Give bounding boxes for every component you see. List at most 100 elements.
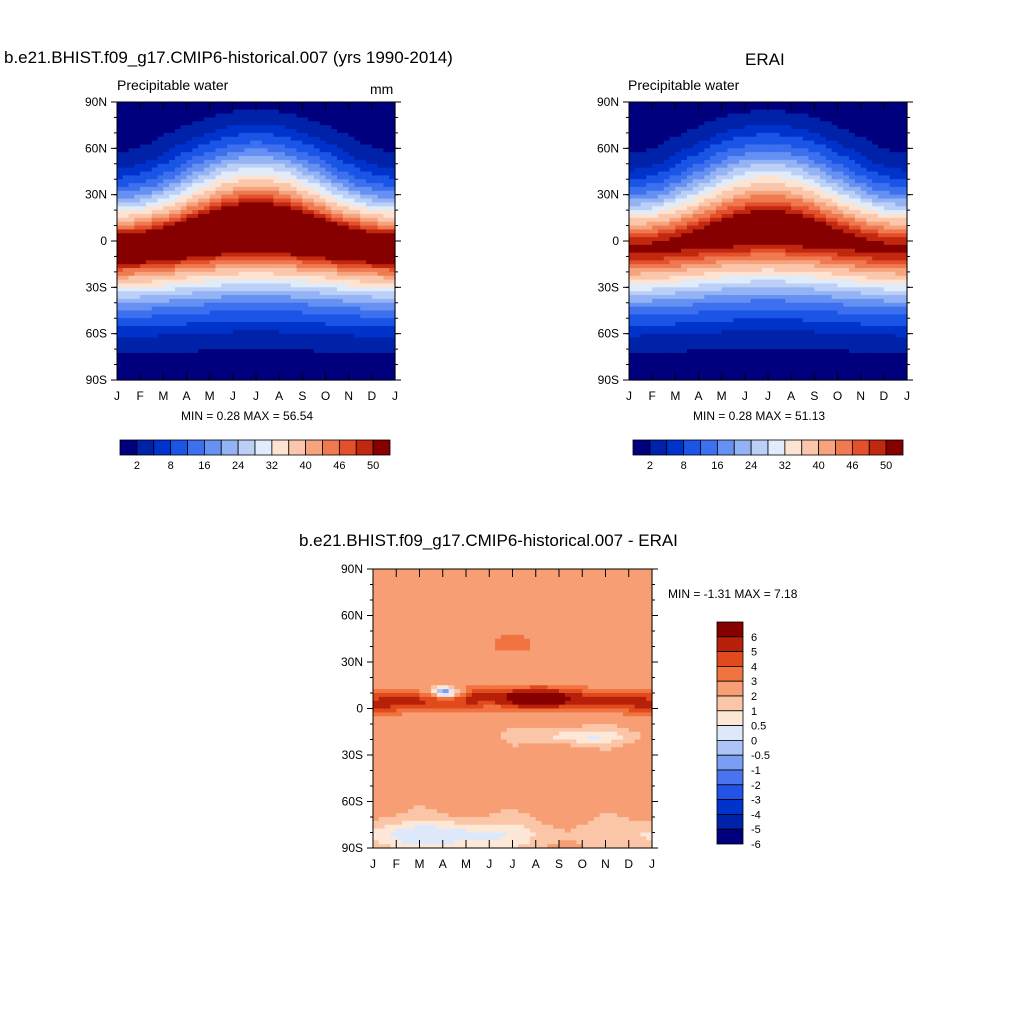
field-cell (366, 325, 373, 331)
field-cell (354, 352, 361, 358)
field-cell (290, 206, 298, 211)
field-cell (337, 148, 344, 153)
field-cell (337, 179, 344, 184)
field-cell (371, 202, 379, 207)
field-cell (180, 132, 188, 138)
field-cell (354, 202, 361, 207)
field-cell (186, 140, 193, 146)
field-cell (360, 194, 367, 200)
field-cell (681, 183, 688, 188)
field-cell (273, 179, 280, 184)
field-cell (163, 306, 170, 312)
field-cell (389, 360, 396, 366)
field-cell (308, 268, 315, 273)
field-cell (640, 102, 647, 107)
field-cell (739, 129, 746, 134)
field-cell (215, 129, 222, 134)
field-cell (279, 352, 286, 358)
field-cell (657, 356, 665, 362)
field-cell (652, 302, 659, 308)
field-cell (180, 329, 188, 335)
field-cell (354, 349, 361, 354)
field-cell (221, 233, 228, 238)
field-cell (174, 298, 182, 304)
field-cell (663, 179, 671, 184)
field-cell (710, 102, 717, 107)
field-cell (145, 291, 153, 296)
field-cell (261, 244, 269, 250)
field-cell (203, 210, 211, 215)
field-cell (169, 341, 176, 346)
field-cell (371, 248, 379, 254)
field-cell (733, 225, 740, 231)
field-cell (128, 329, 135, 335)
field-cell (721, 329, 729, 335)
field-cell (640, 210, 647, 215)
y-tick-label: 90N (85, 95, 107, 109)
field-cell (308, 345, 315, 350)
field-cell (657, 264, 665, 269)
field-cell (163, 310, 170, 315)
field-cell (232, 329, 240, 335)
field-cell (371, 163, 379, 169)
field-cell (192, 279, 199, 285)
field-cell (134, 376, 141, 381)
field-cell (151, 318, 159, 323)
field-cell (686, 252, 694, 258)
field-cell (174, 213, 182, 219)
field-cell (727, 295, 734, 300)
field-cell (721, 102, 729, 107)
field-cell (371, 125, 379, 130)
field-cell (331, 194, 338, 200)
field-cell (180, 256, 188, 261)
field-cell (366, 271, 373, 277)
field-cell (232, 349, 240, 354)
field-cell (238, 217, 246, 223)
field-cell (163, 302, 170, 308)
field-cell (313, 194, 321, 200)
field-cell (337, 333, 344, 339)
field-cell (371, 105, 379, 111)
field-cell (634, 132, 642, 138)
field-cell (296, 275, 303, 281)
field-cell (180, 310, 188, 315)
field-cell (290, 356, 298, 362)
field-cell (117, 314, 124, 319)
field-cell (232, 302, 240, 308)
field-cell (134, 295, 141, 300)
field-cell (646, 233, 653, 238)
field-cell (646, 121, 653, 126)
field-cell (169, 167, 176, 173)
field-cell (692, 217, 700, 223)
field-cell (354, 132, 361, 138)
field-cell (140, 291, 147, 296)
field-cell (261, 372, 269, 377)
field-cell (163, 372, 170, 377)
field-cell (308, 372, 315, 377)
field-cell (715, 109, 723, 115)
field-cell (198, 152, 205, 157)
field-cell (710, 310, 717, 315)
field-cell (704, 322, 711, 327)
field-cell (244, 256, 251, 261)
field-cell (629, 349, 636, 354)
field-cell (640, 152, 647, 157)
field-cell (675, 241, 682, 246)
field-cell (128, 325, 135, 331)
field-cell (669, 368, 676, 373)
field-cell (140, 356, 147, 362)
field-cell (308, 213, 315, 219)
field-cell (692, 306, 700, 312)
field-cell (313, 256, 321, 261)
field-cell (640, 291, 647, 296)
field-cell (238, 167, 246, 173)
field-cell (710, 148, 717, 153)
field-cell (203, 198, 211, 203)
field-cell (733, 244, 740, 250)
field-cell (698, 233, 705, 238)
field-cell (279, 102, 286, 107)
field-cell (151, 152, 159, 157)
field-cell (634, 349, 642, 354)
field-cell (646, 194, 653, 200)
field-cell (267, 237, 274, 242)
